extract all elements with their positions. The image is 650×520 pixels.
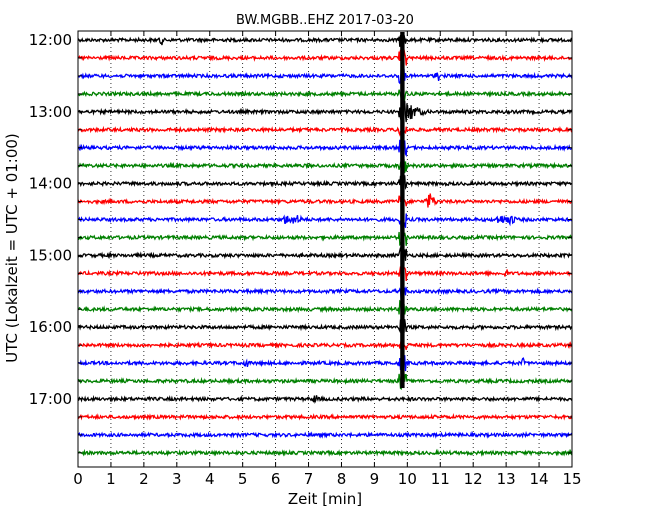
seismogram-trace <box>77 413 573 421</box>
x-tick-label: 8 <box>337 470 347 488</box>
x-tick-label: 5 <box>238 470 248 488</box>
seismogram-trace <box>77 122 573 137</box>
x-tick-label: 1 <box>106 470 116 488</box>
seismogram-trace <box>77 355 573 372</box>
x-tick-label: 3 <box>172 470 182 488</box>
x-tick-label: 10 <box>398 470 417 488</box>
grid-lines <box>110 31 540 467</box>
seismogram-trace <box>77 286 573 300</box>
seismogram-trace <box>77 430 573 439</box>
y-tick-label: 15:00 <box>29 246 72 264</box>
x-tick-label: 14 <box>530 470 549 488</box>
plot-frame <box>77 30 573 468</box>
x-axis-label: Zeit [min] <box>288 490 362 508</box>
seismogram-trace <box>77 67 573 85</box>
x-tick-label: 13 <box>497 470 516 488</box>
seismogram-trace <box>77 175 573 191</box>
seismogram-trace <box>77 394 573 405</box>
x-tick-label: 11 <box>431 470 450 488</box>
x-tick-label: 9 <box>370 470 380 488</box>
x-tick-label: 4 <box>205 470 215 488</box>
seismogram-trace <box>77 319 573 334</box>
y-tick-label: 12:00 <box>29 31 72 49</box>
traces-group <box>77 32 573 457</box>
seismogram-trace <box>77 139 573 158</box>
seismogram-trace <box>77 228 573 247</box>
y-tick-label: 16:00 <box>29 318 72 336</box>
seismogram-trace <box>77 373 573 391</box>
x-tick-label: 2 <box>139 470 149 488</box>
x-tick-label: 0 <box>73 470 83 488</box>
x-tick-label: 6 <box>271 470 281 488</box>
x-tick-label: 7 <box>304 470 314 488</box>
x-tick-label: 15 <box>562 470 581 488</box>
x-tick-label: 12 <box>464 470 483 488</box>
seismogram-trace <box>77 213 573 228</box>
seismogram-trace <box>77 193 573 209</box>
chart-title: BW.MGBB..EHZ 2017-03-20 <box>236 13 414 28</box>
seismogram-trace <box>77 159 572 174</box>
seismogram-trace <box>77 266 573 281</box>
y-axis-label: UTC (Lokalzeit = UTC + 01:00) <box>3 133 21 363</box>
seismogram-trace <box>77 34 572 48</box>
seismogram-trace <box>78 299 573 317</box>
y-tick-label: 13:00 <box>29 103 72 121</box>
seismogram-trace <box>77 85 573 103</box>
seismogram-trace <box>77 448 573 457</box>
seismogram-trace <box>78 49 573 66</box>
seismogram-trace <box>77 340 573 351</box>
seismogram-trace <box>77 247 573 261</box>
x-ticks: 0 1 2 3 4 5 6 7 8 9 10 11 12 13 14 15 <box>73 31 582 488</box>
y-tick-label: 14:00 <box>29 175 72 193</box>
main-event-coda <box>400 32 405 389</box>
seismogram-trace <box>77 100 573 123</box>
y-tick-label: 17:00 <box>29 390 72 408</box>
y-ticks: 12:00 13:00 14:00 15:00 16:00 17:00 <box>29 31 572 454</box>
